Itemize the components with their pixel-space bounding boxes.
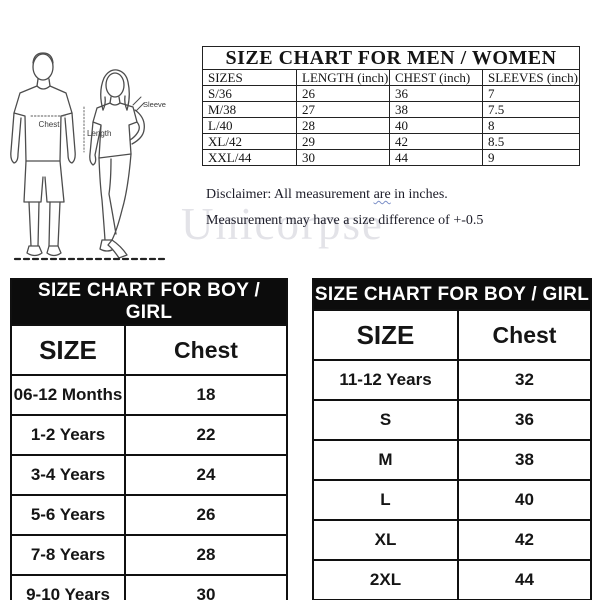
table-cell: 18 xyxy=(124,374,288,416)
table-row: L 40 xyxy=(312,479,592,521)
table-cell: 11-12 Years xyxy=(312,359,459,401)
disclaimer-text: Disclaimer: All measurement xyxy=(206,187,374,202)
table-row: 06-12 Months 18 xyxy=(10,374,288,416)
table-title-row: SIZE CHART FOR MEN / WOMEN xyxy=(201,46,581,70)
table-cell: 24 xyxy=(124,454,288,496)
table-cell: 40 xyxy=(457,479,592,521)
table-cell: 27 xyxy=(296,101,390,118)
column-header: LENGTH (inch) xyxy=(296,69,390,86)
man-figure xyxy=(10,52,76,257)
table-cell: 29 xyxy=(296,133,390,150)
table-row: 9-10 Years 30 xyxy=(10,574,288,600)
table-row: M 38 xyxy=(312,439,592,481)
table-header-row: SIZES LENGTH (inch) CHEST (inch) SLEEVES… xyxy=(202,69,581,86)
table-cell: L/40 xyxy=(202,117,297,134)
disclaimer-line-2: Measurement may have a size difference o… xyxy=(206,213,484,228)
table-cell: 30 xyxy=(124,574,288,600)
column-header: SLEEVES (inch) xyxy=(481,69,581,86)
table-cell: M xyxy=(312,439,459,481)
table-cell: 44 xyxy=(457,559,592,600)
column-header: Chest xyxy=(124,324,288,376)
table-cell: XL xyxy=(312,519,459,561)
table-cell: S/36 xyxy=(202,85,297,102)
table-cell: 9 xyxy=(481,149,581,166)
watermark: Unicorpse xyxy=(181,199,384,249)
table-cell: 3-4 Years xyxy=(10,454,126,496)
measurement-diagram: Chest Length Sleeve xyxy=(10,52,167,261)
table-row: 7-8 Years 28 xyxy=(10,534,288,576)
column-header: SIZE xyxy=(10,324,126,376)
table-row: 11-12 Years 32 xyxy=(312,359,592,401)
table-cell: 9-10 Years xyxy=(10,574,126,600)
table-cell: 7 xyxy=(481,85,581,102)
men-women-table-title: SIZE CHART FOR MEN / WOMEN xyxy=(201,46,581,70)
table-row: M/38 27 38 7.5 xyxy=(202,101,581,118)
table-cell: 28 xyxy=(296,117,390,134)
table-cell: 32 xyxy=(457,359,592,401)
chest-label: Chest xyxy=(39,120,61,129)
table-cell: 8 xyxy=(481,117,581,134)
table-cell: 42 xyxy=(389,133,483,150)
table-cell: 44 xyxy=(389,149,483,166)
table-cell: 2XL xyxy=(312,559,459,600)
table-cell: 30 xyxy=(296,149,390,166)
table-row: 5-6 Years 26 xyxy=(10,494,288,536)
boy-girl-left-title: SIZE CHART FOR BOY / GIRL xyxy=(10,278,288,326)
table-row: XXL/44 30 44 9 xyxy=(202,149,581,166)
table-row: XL/42 29 42 8.5 xyxy=(202,133,581,150)
length-label: Length xyxy=(87,129,111,138)
table-cell: 7.5 xyxy=(481,101,581,118)
table-row: S 36 xyxy=(312,399,592,441)
disclaimer-underlined-word: are xyxy=(373,187,391,202)
table-cell: 7-8 Years xyxy=(10,534,126,576)
table-cell: 36 xyxy=(389,85,483,102)
table-cell: 1-2 Years xyxy=(10,414,126,456)
disclaimer-line-1: Disclaimer: All measurement are in inche… xyxy=(206,182,483,208)
table-cell: 36 xyxy=(457,399,592,441)
table-cell: L xyxy=(312,479,459,521)
table-row: 2XL 44 xyxy=(312,559,592,600)
column-header: Chest xyxy=(457,309,592,361)
table-cell: 38 xyxy=(457,439,592,481)
table-cell: XL/42 xyxy=(202,133,297,150)
table-row: 3-4 Years 24 xyxy=(10,454,288,496)
table-cell: 22 xyxy=(124,414,288,456)
table-cell: 26 xyxy=(124,494,288,536)
table-title-row: SIZE CHART FOR BOY / GIRL xyxy=(10,278,288,326)
table-header-row: SIZE Chest xyxy=(10,324,288,376)
table-cell: 38 xyxy=(389,101,483,118)
table-cell: 26 xyxy=(296,85,390,102)
sleeve-label: Sleeve xyxy=(143,100,166,109)
table-row: 1-2 Years 22 xyxy=(10,414,288,456)
boy-girl-table-right: SIZE CHART FOR BOY / GIRL SIZE Chest 11-… xyxy=(312,278,592,600)
table-title-row: SIZE CHART FOR BOY / GIRL xyxy=(312,278,592,311)
table-cell: 06-12 Months xyxy=(10,374,126,416)
table-header-row: SIZE Chest xyxy=(312,309,592,361)
table-row: S/36 26 36 7 xyxy=(202,85,581,102)
table-cell: 40 xyxy=(389,117,483,134)
disclaimer-text: in inches. xyxy=(390,187,448,202)
table-row: XL 42 xyxy=(312,519,592,561)
boy-girl-table-left: SIZE CHART FOR BOY / GIRL SIZE Chest 06-… xyxy=(10,278,288,600)
table-cell: XXL/44 xyxy=(202,149,297,166)
table-cell: 8.5 xyxy=(481,133,581,150)
table-row: L/40 28 40 8 xyxy=(202,117,581,134)
table-cell: S xyxy=(312,399,459,441)
column-header: SIZE xyxy=(312,309,459,361)
table-cell: 28 xyxy=(124,534,288,576)
boy-girl-right-title: SIZE CHART FOR BOY / GIRL xyxy=(312,278,592,311)
column-header: SIZES xyxy=(202,69,297,86)
table-cell: 42 xyxy=(457,519,592,561)
table-cell: M/38 xyxy=(202,101,297,118)
men-women-size-table: SIZE CHART FOR MEN / WOMEN SIZES LENGTH … xyxy=(201,46,581,166)
woman-figure xyxy=(89,69,145,259)
disclaimer: Disclaimer: All measurement are in inche… xyxy=(206,182,483,234)
table-cell: 5-6 Years xyxy=(10,494,126,536)
sleeve-measure-ticks xyxy=(132,96,145,112)
column-header: CHEST (inch) xyxy=(389,69,483,86)
